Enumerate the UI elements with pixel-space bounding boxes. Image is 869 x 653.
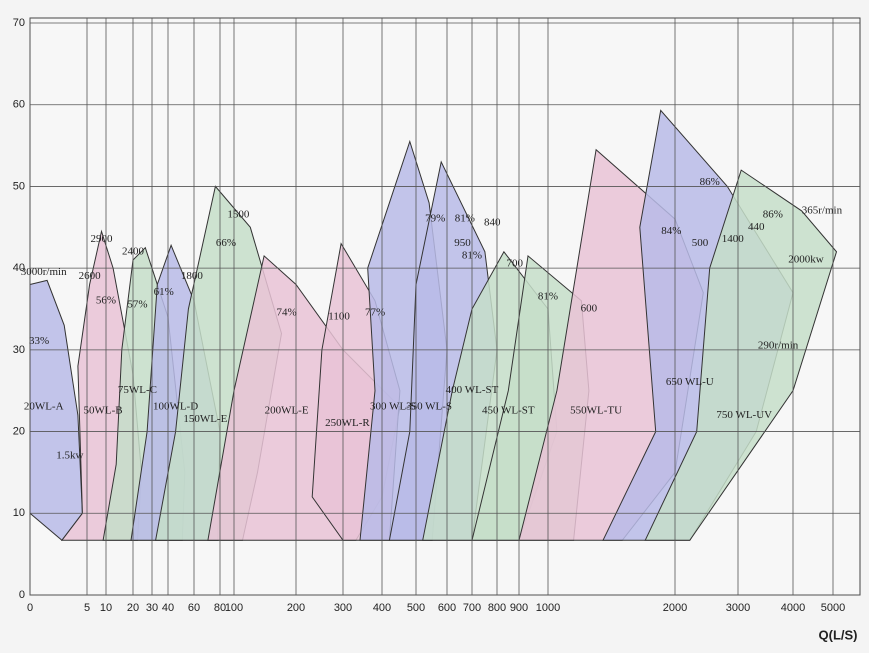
- x-tick-label: 900: [510, 602, 528, 614]
- annotation: 57%: [127, 298, 147, 310]
- annotation: 77%: [365, 307, 385, 319]
- y-tick-label: 50: [13, 180, 25, 192]
- x-tick-label: 1000: [536, 602, 560, 614]
- pump-region: [644, 169, 838, 541]
- y-tick-label: 10: [13, 507, 25, 519]
- annotation: 61%: [154, 286, 174, 298]
- x-tick-label: 5000: [821, 602, 845, 614]
- region-label: 550WL-TU: [570, 405, 622, 417]
- annotation: 1100: [328, 311, 350, 323]
- annotation: 365r/min: [802, 204, 843, 216]
- region-label: 300 WL-S: [370, 401, 416, 413]
- region-label: 400 WL-ST: [446, 384, 499, 396]
- annotation: 500: [692, 237, 709, 249]
- annotation: 700: [507, 258, 524, 270]
- y-tick-label: 0: [19, 589, 25, 601]
- x-tick-label: 80: [214, 602, 226, 614]
- x-tick-label: 700: [463, 602, 481, 614]
- pump-region: [29, 279, 83, 542]
- x-tick-label: 3000: [726, 602, 750, 614]
- annotation: 1.5kw: [56, 450, 83, 462]
- annotation: 86%: [763, 209, 783, 221]
- region-label: 750 WL-UV: [716, 409, 772, 421]
- x-tick-label: 40: [162, 602, 174, 614]
- annotation: 81%: [455, 213, 475, 225]
- annotation: 2600: [79, 270, 102, 282]
- annotation: 81%: [462, 249, 482, 261]
- annotation: 66%: [216, 237, 236, 249]
- y-tick-label: 70: [13, 17, 25, 29]
- x-tick-label: 200: [287, 602, 305, 614]
- x-tick-label: 4000: [781, 602, 805, 614]
- region-label: 20WL-A: [24, 401, 64, 413]
- y-tick-label: 60: [13, 99, 25, 111]
- annotation: 1400: [722, 233, 745, 245]
- annotation: 86%: [700, 176, 720, 188]
- annotation: 2000kw: [788, 254, 824, 266]
- x-tick-label: 600: [438, 602, 456, 614]
- x-tick-label: 300: [334, 602, 352, 614]
- x-tick-label: 60: [188, 602, 200, 614]
- x-tick-label: 800: [488, 602, 506, 614]
- annotation: 56%: [96, 294, 116, 306]
- x-tick-label: 0: [27, 602, 33, 614]
- annotation: 84%: [661, 225, 681, 237]
- annotation: 440: [748, 221, 765, 233]
- annotation: 81%: [538, 290, 558, 302]
- region-label: 100WL-D: [153, 401, 198, 413]
- x-tick-label: 2000: [663, 602, 687, 614]
- annotation: 33%: [29, 335, 49, 347]
- region-label: 650 WL-U: [666, 376, 714, 388]
- x-tick-label: 30: [146, 602, 158, 614]
- annotation: 950: [454, 237, 471, 249]
- x-tick-label: 5: [84, 602, 90, 614]
- annotation: 600: [581, 303, 598, 315]
- annotation: 2400: [122, 245, 145, 257]
- annotation: 290r/min: [758, 339, 799, 351]
- annotation: 3000r/min: [21, 266, 67, 278]
- x-tick-label: 500: [407, 602, 425, 614]
- region-label: 150WL-E: [183, 413, 227, 425]
- region-label: 200WL-E: [265, 405, 309, 417]
- annotation: 1800: [181, 270, 204, 282]
- x-tick-label: 10: [100, 602, 112, 614]
- x-tick-label: 400: [373, 602, 391, 614]
- region-label: 350 WL-S: [406, 401, 452, 413]
- region-label: 50WL-B: [84, 405, 123, 417]
- region-label: 450 WL-ST: [482, 405, 535, 417]
- x-axis-label: Q(L/S): [819, 627, 858, 642]
- region-label: 75WL-C: [118, 384, 157, 396]
- annotation: 840: [484, 217, 501, 229]
- annotation: 74%: [276, 307, 296, 319]
- y-tick-label: 20: [13, 425, 25, 437]
- x-tick-label: 100: [225, 602, 243, 614]
- y-tick-label: 40: [13, 262, 25, 274]
- x-tick-label: 20: [127, 602, 139, 614]
- annotation: 79%: [425, 213, 445, 225]
- region-label: 250WL-R: [325, 417, 370, 429]
- annotation: 1500: [227, 209, 250, 221]
- y-tick-label: 30: [13, 344, 25, 356]
- annotation: 2900: [91, 233, 114, 245]
